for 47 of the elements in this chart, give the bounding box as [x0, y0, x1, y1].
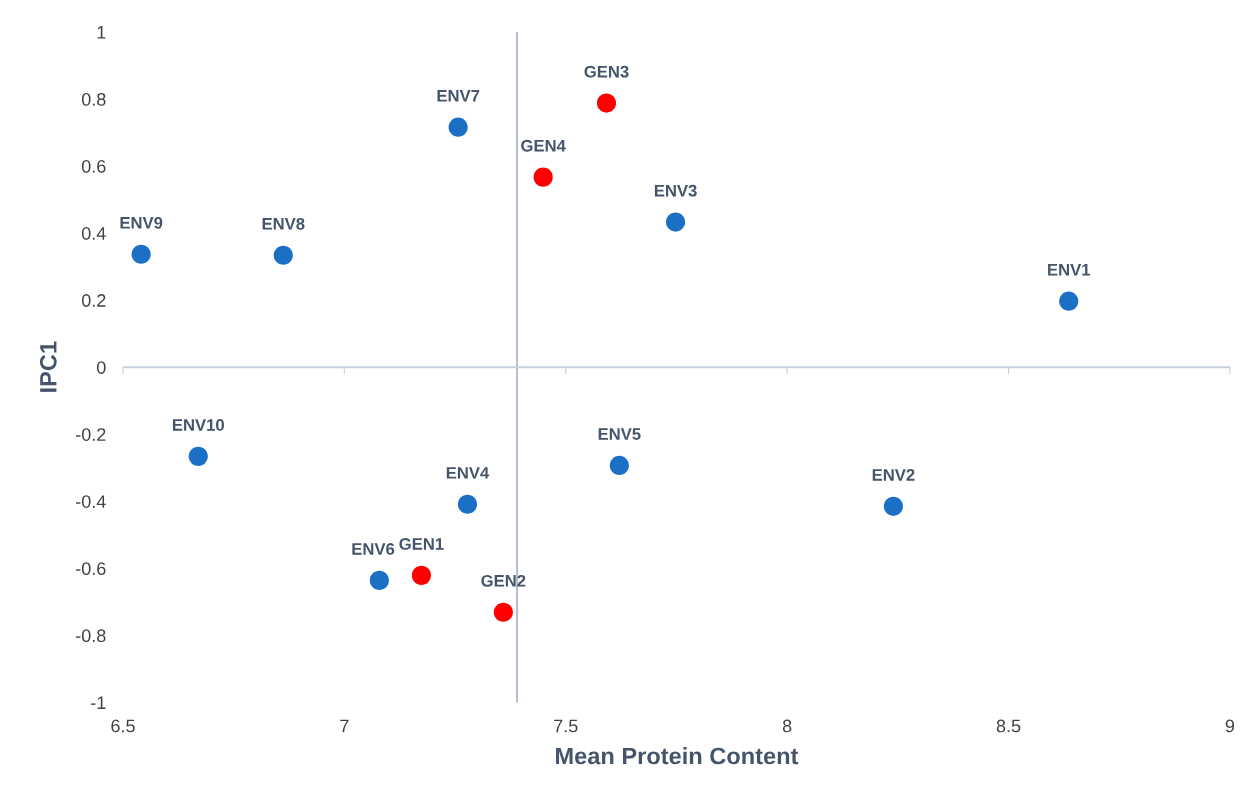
- y-tick-label: 1: [97, 26, 106, 39]
- x-tick-label: 9: [1225, 719, 1235, 733]
- y-tick-label: 0.8: [81, 92, 106, 106]
- y-tick-label: -1: [91, 696, 106, 709]
- x-tick-label: 7.5: [554, 719, 578, 733]
- annotation: ENV3: [654, 184, 697, 197]
- y-tick-label: 0.6: [81, 160, 106, 173]
- annotation: GEN3: [584, 65, 629, 78]
- point: [131, 244, 151, 264]
- annotation: ENV9: [120, 216, 163, 229]
- point: [665, 212, 686, 232]
- annotation: GEN2: [481, 574, 526, 587]
- y-axis-title: IPC1: [39, 341, 57, 392]
- annotation: ENV8: [262, 217, 305, 230]
- point: [883, 496, 903, 516]
- point: [411, 565, 431, 585]
- point: [273, 245, 293, 265]
- x-tick-label: 7: [340, 719, 349, 733]
- x-tick-label: 8: [782, 719, 792, 733]
- point: [457, 494, 478, 514]
- annotation: ENV6: [352, 543, 395, 555]
- y-tick-label: 0: [96, 361, 106, 374]
- annotation: ENV2: [872, 468, 915, 481]
- point: [533, 167, 553, 187]
- annotation: ENV1: [1048, 264, 1091, 276]
- x-tick-label: 8.5: [996, 719, 1021, 733]
- point: [188, 446, 208, 466]
- y-tick-label: 0.4: [81, 227, 106, 240]
- point: [609, 455, 629, 475]
- y-tick-label: -0.2: [76, 428, 106, 441]
- annotation: GEN1: [399, 538, 444, 550]
- annotation: ENV4: [446, 467, 490, 479]
- point: [596, 93, 617, 113]
- annotation: ENV5: [598, 428, 641, 440]
- y-tick-label: 0.2: [81, 294, 106, 307]
- y-tick-label: -0.8: [76, 629, 106, 643]
- annotation: ENV10: [172, 419, 224, 431]
- annotation: GEN4: [521, 139, 566, 152]
- point: [493, 602, 513, 622]
- x-axis-title: Mean Protein Content: [556, 747, 799, 765]
- point: [448, 117, 468, 137]
- point: [1059, 291, 1079, 311]
- annotation: ENV7: [437, 90, 480, 102]
- y-tick-label: -0.4: [76, 495, 106, 508]
- point: [369, 570, 389, 590]
- y-tick-label: -0.6: [76, 562, 106, 576]
- x-tick-label: 6.5: [111, 719, 135, 733]
